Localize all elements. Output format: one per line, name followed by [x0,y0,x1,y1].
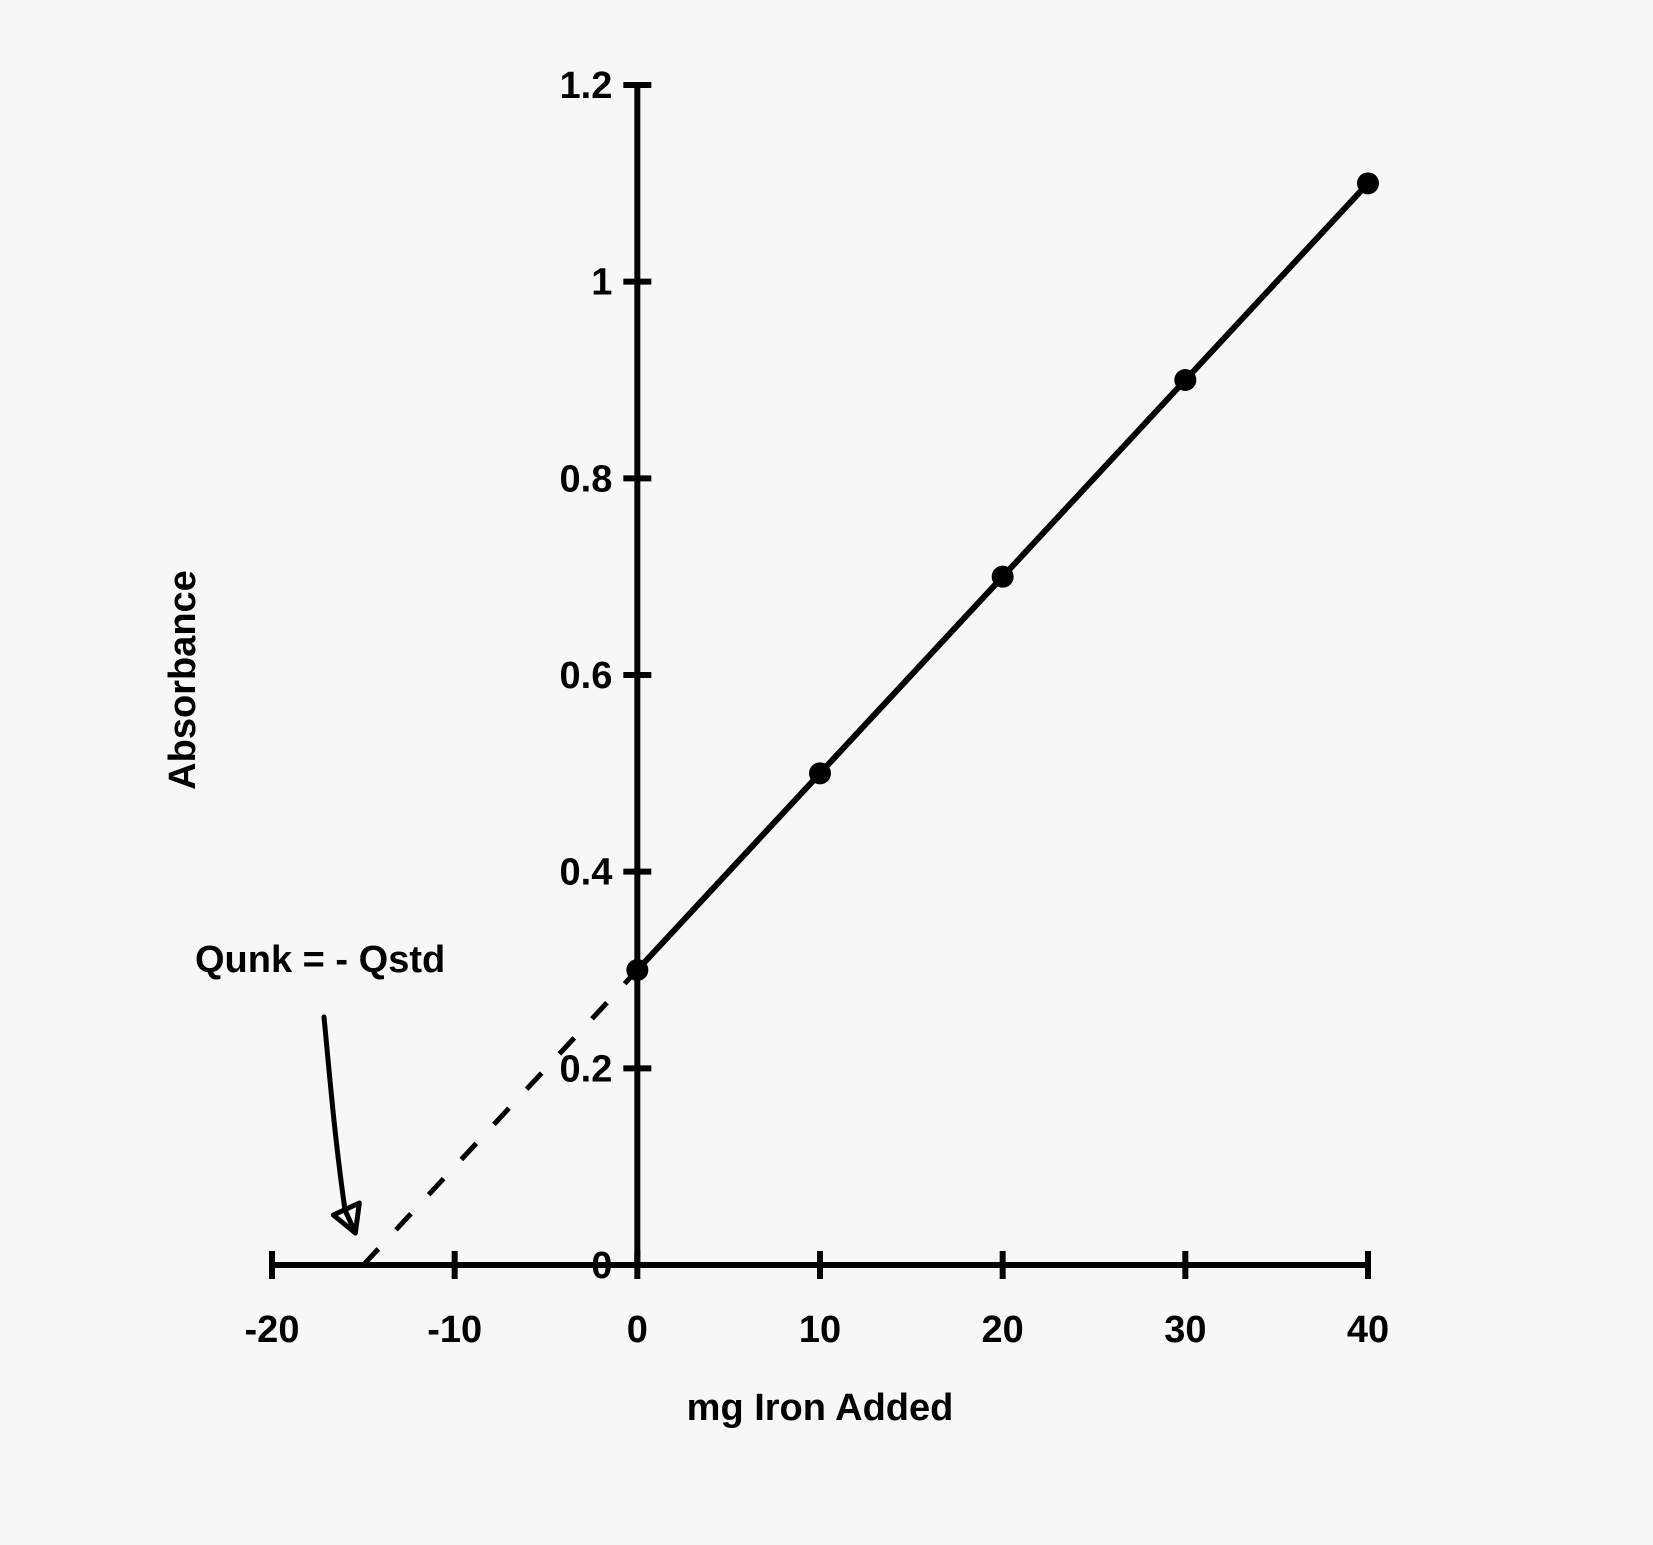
data-point [809,762,831,785]
x-tick-label: 10 [799,1309,841,1351]
x-tick-label: 20 [982,1309,1024,1351]
x-tick-label: -10 [427,1309,482,1351]
y-tick-label: 0.4 [560,852,613,894]
y-tick-label: 1.2 [560,65,613,107]
x-tick-label: 30 [1164,1309,1206,1351]
annotation-label: Qunk = - Qstd [195,939,445,981]
data-point [991,565,1014,588]
x-tick-label: 0 [627,1309,648,1351]
y-tick-label: 0.2 [560,1048,613,1090]
series [361,172,1379,1267]
x-tick-label: -20 [245,1309,300,1351]
y-tick-label: 0.6 [560,655,613,697]
x-axis-title: mg Iron Added [687,1387,954,1429]
ticks: -20 -10 0 10 20 30 40 0 0.2 0.4 0.6 0.8 1 1.2 [245,65,1390,1351]
data-point [1357,172,1379,195]
data-point [1174,369,1197,391]
y-axis-title: Absorbance [162,570,204,790]
y-tick-label: 0.8 [560,458,613,500]
axes [272,85,1368,1268]
arrow-head [330,1200,362,1236]
y-tick-label: 1 [591,262,612,304]
extrapolation-line [361,968,640,1267]
y-tick-label: 0 [591,1245,612,1287]
annotation-arrow [321,1014,362,1236]
x-tick-label: 40 [1347,1309,1389,1351]
arrow-shaft [321,1014,358,1236]
